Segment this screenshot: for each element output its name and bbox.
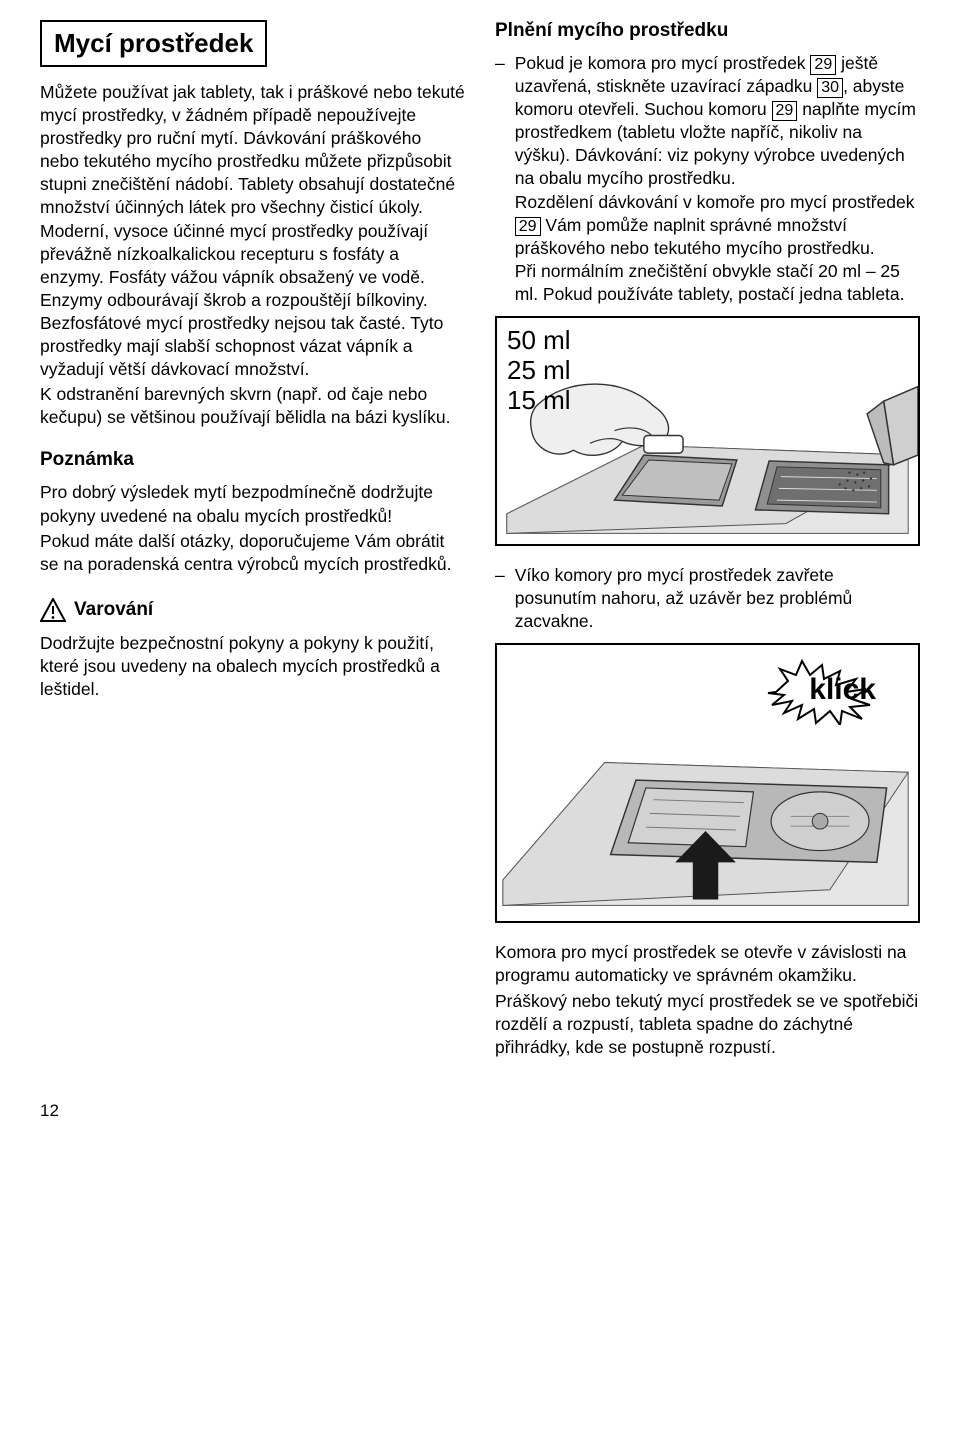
bullet-item-1: – Pokud je komora pro mycí prostředek 29… bbox=[495, 52, 920, 306]
warning-row: Varování bbox=[40, 598, 465, 622]
ref-29-a: 29 bbox=[810, 55, 836, 75]
fill-heading: Plnění mycího prostředku bbox=[495, 20, 920, 42]
warning-triangle-icon bbox=[40, 598, 66, 622]
bullet-1-text: Pokud je komora pro mycí prostředek 29 j… bbox=[515, 52, 920, 306]
bullet-2-text: Víko komory pro mycí prostředek zavřete … bbox=[515, 564, 920, 633]
klick-label: klick bbox=[809, 673, 876, 707]
ml-50: 50 ml bbox=[507, 326, 571, 356]
warning-paragraph: Dodržujte bezpečnostní pokyny a pokyny k… bbox=[40, 632, 465, 701]
ml-15: 15 ml bbox=[507, 386, 571, 416]
page-number: 12 bbox=[40, 1101, 920, 1121]
bullet-dash: – bbox=[495, 52, 505, 306]
b1-span-g: Při normálním znečištění obvykle stačí 2… bbox=[515, 261, 905, 304]
right-column: Plnění mycího prostředku – Pokud je komo… bbox=[495, 20, 920, 1061]
b1-span-a: Pokud je komora pro mycí prostředek bbox=[515, 53, 811, 73]
bullet-dash: – bbox=[495, 564, 505, 633]
b1-span-e: Rozdělení dávkování v komoře pro mycí pr… bbox=[515, 192, 915, 212]
intro-paragraph-2: K odstranění barevných skvrn (např. od č… bbox=[40, 383, 465, 429]
after-paragraph-1: Komora pro mycí prostředek se otevře v z… bbox=[495, 941, 920, 987]
figure-dispenser-close: klick bbox=[495, 643, 920, 923]
ref-30: 30 bbox=[817, 78, 843, 98]
note-paragraph-2: Pokud máte další otázky, doporučujeme Vá… bbox=[40, 530, 465, 576]
note-paragraph-1: Pro dobrý výsledek mytí bezpodmínečně do… bbox=[40, 481, 465, 527]
ref-29-b: 29 bbox=[772, 101, 798, 121]
note-heading: Poznámka bbox=[40, 449, 465, 471]
ml-labels: 50 ml 25 ml 15 ml bbox=[507, 326, 571, 416]
ref-29-c: 29 bbox=[515, 217, 541, 237]
warning-heading: Varování bbox=[74, 599, 153, 621]
title-box: Mycí prostředek bbox=[40, 20, 267, 67]
b1-span-f: Vám pomůže naplnit správné množství práš… bbox=[515, 215, 875, 258]
after-paragraph-2: Práškový nebo tekutý mycí prostředek se … bbox=[495, 990, 920, 1059]
figure-dispenser-fill: 50 ml 25 ml 15 ml bbox=[495, 316, 920, 546]
intro-paragraph-1: Můžete používat jak tablety, tak i prášk… bbox=[40, 81, 465, 381]
page-title: Mycí prostředek bbox=[54, 28, 253, 59]
left-column: Mycí prostředek Můžete používat jak tabl… bbox=[40, 20, 465, 1061]
ml-25: 25 ml bbox=[507, 356, 571, 386]
bullet-item-2: – Víko komory pro mycí prostředek zavřet… bbox=[495, 564, 920, 633]
